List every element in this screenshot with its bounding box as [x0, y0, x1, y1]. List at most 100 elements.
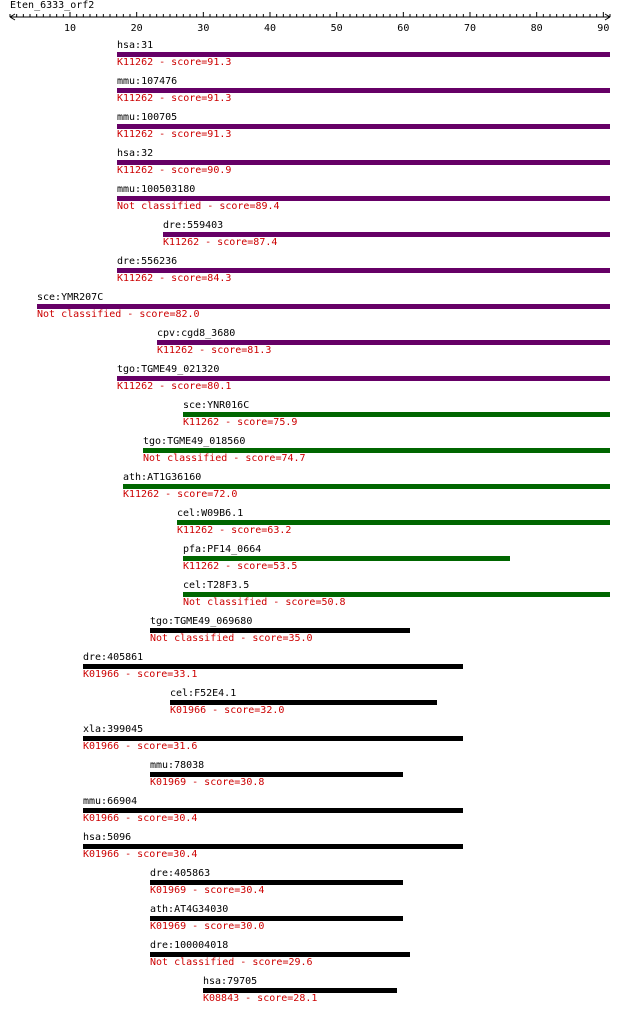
hit-alignment-bar[interactable] [123, 484, 610, 489]
hit-score-label[interactable]: K11262 - score=91.3 [117, 129, 232, 140]
hit-score-label[interactable]: K11262 - score=72.0 [123, 489, 238, 500]
hit-alignment-bar[interactable] [150, 916, 403, 921]
hit-score-label[interactable]: Not classified - score=35.0 [150, 633, 313, 644]
hit-gene-link[interactable]: cel:W09B6.1 [177, 508, 244, 519]
hit-row[interactable]: hsa:5096 K01966 - score=30.4 [0, 832, 620, 868]
hit-alignment-bar[interactable] [203, 988, 397, 993]
hit-score-label[interactable]: K01966 - score=30.4 [83, 813, 198, 824]
hit-score-label[interactable]: K11262 - score=80.1 [117, 381, 232, 392]
hit-gene-link[interactable]: mmu:100503180 [117, 184, 196, 195]
hit-score-label[interactable]: K11262 - score=84.3 [117, 273, 232, 284]
hit-row[interactable]: mmu:66904 K01966 - score=30.4 [0, 796, 620, 832]
hit-gene-link[interactable]: mmu:66904 [83, 796, 138, 807]
hit-alignment-bar[interactable] [117, 52, 610, 57]
hit-alignment-bar[interactable] [117, 268, 610, 273]
hit-gene-link[interactable]: dre:405861 [83, 652, 144, 663]
hit-row[interactable]: dre:405861 K01966 - score=33.1 [0, 652, 620, 688]
hit-alignment-bar[interactable] [117, 88, 610, 93]
hit-score-label[interactable]: K01966 - score=31.6 [83, 741, 198, 752]
hit-gene-link[interactable]: cel:F52E4.1 [170, 688, 237, 699]
hit-gene-link[interactable]: dre:556236 [117, 256, 178, 267]
hit-gene-link[interactable]: mmu:107476 [117, 76, 178, 87]
hit-alignment-bar[interactable] [83, 736, 463, 741]
hit-alignment-bar[interactable] [183, 592, 610, 597]
hit-gene-link[interactable]: pfa:PF14_0664 [183, 544, 262, 555]
hit-row[interactable]: dre:559403 K11262 - score=87.4 [0, 220, 620, 256]
hit-row[interactable]: xla:399045 K01966 - score=31.6 [0, 724, 620, 760]
hit-alignment-bar[interactable] [150, 628, 410, 633]
hit-score-label[interactable]: Not classified - score=89.4 [117, 201, 280, 212]
hit-alignment-bar[interactable] [177, 520, 610, 525]
hit-alignment-bar[interactable] [143, 448, 610, 453]
hit-row[interactable]: mmu:107476 K11262 - score=91.3 [0, 76, 620, 112]
hit-score-label[interactable]: Not classified - score=74.7 [143, 453, 306, 464]
hit-row[interactable]: dre:556236 K11262 - score=84.3 [0, 256, 620, 292]
hit-row[interactable]: tgo:TGME49_069680 Not classified - score=… [0, 616, 620, 652]
hit-row[interactable]: cpv:cgd8_3680 K11262 - score=81.3 [0, 328, 620, 364]
hit-gene-link[interactable]: tgo:TGME49_069680 [150, 616, 253, 627]
hit-alignment-bar[interactable] [150, 952, 410, 957]
hit-row[interactable]: mmu:100705 K11262 - score=91.3 [0, 112, 620, 148]
hit-gene-link[interactable]: ath:AT4G34030 [150, 904, 229, 915]
hit-row[interactable]: cel:T28F3.5 Not classified - score=50.8 [0, 580, 620, 616]
hit-score-label[interactable]: Not classified - score=50.8 [183, 597, 346, 608]
hit-row[interactable]: hsa:32 K11262 - score=90.9 [0, 148, 620, 184]
hit-score-label[interactable]: Not classified - score=82.0 [37, 309, 200, 320]
hit-row[interactable]: ath:AT4G34030 K01969 - score=30.0 [0, 904, 620, 940]
hit-gene-link[interactable]: mmu:100705 [117, 112, 178, 123]
hit-row[interactable]: dre:405863 K01969 - score=30.4 [0, 868, 620, 904]
hit-gene-link[interactable]: ath:AT1G36160 [123, 472, 202, 483]
hit-gene-link[interactable]: tgo:TGME49_021320 [117, 364, 220, 375]
hit-alignment-bar[interactable] [83, 808, 463, 813]
hit-row[interactable]: ath:AT1G36160 K11262 - score=72.0 [0, 472, 620, 508]
hit-row[interactable]: tgo:TGME49_021320 K11262 - score=80.1 [0, 364, 620, 400]
hit-alignment-bar[interactable] [117, 376, 610, 381]
hit-alignment-bar[interactable] [163, 232, 610, 237]
hit-gene-link[interactable]: hsa:32 [117, 148, 154, 159]
hit-alignment-bar[interactable] [157, 340, 610, 345]
hit-score-label[interactable]: K11262 - score=53.5 [183, 561, 298, 572]
hit-score-label[interactable]: K01966 - score=33.1 [83, 669, 198, 680]
hit-alignment-bar[interactable] [183, 556, 510, 561]
hit-row[interactable]: hsa:79705 K08843 - score=28.1 [0, 976, 620, 1012]
hit-gene-link[interactable]: hsa:31 [117, 40, 154, 51]
hit-row[interactable]: mmu:100503180 Not classified - score=89.4 [0, 184, 620, 220]
hit-alignment-bar[interactable] [117, 196, 610, 201]
hit-row[interactable]: pfa:PF14_0664 K11262 - score=53.5 [0, 544, 620, 580]
hit-row[interactable]: dre:100004018 Not classified - score=29.6 [0, 940, 620, 976]
hit-score-label[interactable]: K01969 - score=30.4 [150, 885, 265, 896]
hit-row[interactable]: sce:YNR016C K11262 - score=75.9 [0, 400, 620, 436]
hit-score-label[interactable]: K11262 - score=91.3 [117, 93, 232, 104]
hit-gene-link[interactable]: hsa:5096 [83, 832, 132, 843]
hit-score-label[interactable]: K11262 - score=75.9 [183, 417, 298, 428]
hit-gene-link[interactable]: dre:100004018 [150, 940, 229, 951]
hit-alignment-bar[interactable] [117, 124, 610, 129]
hit-score-label[interactable]: K01969 - score=30.8 [150, 777, 265, 788]
hit-row[interactable]: tgo:TGME49_018560 Not classified - score=… [0, 436, 620, 472]
hit-gene-link[interactable]: xla:399045 [83, 724, 144, 735]
hit-score-label[interactable]: Not classified - score=29.6 [150, 957, 313, 968]
hit-score-label[interactable]: K11262 - score=87.4 [163, 237, 278, 248]
hit-gene-link[interactable]: sce:YMR207C [37, 292, 104, 303]
hit-alignment-bar[interactable] [37, 304, 610, 309]
hit-score-label[interactable]: K11262 - score=81.3 [157, 345, 272, 356]
hit-row[interactable]: cel:W09B6.1 K11262 - score=63.2 [0, 508, 620, 544]
hit-score-label[interactable]: K01969 - score=30.0 [150, 921, 265, 932]
hit-score-label[interactable]: K11262 - score=91.3 [117, 57, 232, 68]
hit-gene-link[interactable]: hsa:79705 [203, 976, 258, 987]
hit-alignment-bar[interactable] [83, 664, 463, 669]
hit-row[interactable]: mmu:78038 K01969 - score=30.8 [0, 760, 620, 796]
hit-gene-link[interactable]: dre:405863 [150, 868, 211, 879]
hit-alignment-bar[interactable] [170, 700, 437, 705]
hit-gene-link[interactable]: cel:T28F3.5 [183, 580, 250, 591]
hit-alignment-bar[interactable] [117, 160, 610, 165]
hit-score-label[interactable]: K01966 - score=32.0 [170, 705, 285, 716]
hit-gene-link[interactable]: mmu:78038 [150, 760, 205, 771]
hit-gene-link[interactable]: sce:YNR016C [183, 400, 250, 411]
hit-row[interactable]: hsa:31 K11262 - score=91.3 [0, 40, 620, 76]
hit-alignment-bar[interactable] [150, 772, 403, 777]
hit-row[interactable]: sce:YMR207C Not classified - score=82.0 [0, 292, 620, 328]
hit-score-label[interactable]: K08843 - score=28.1 [203, 993, 318, 1004]
hit-score-label[interactable]: K11262 - score=63.2 [177, 525, 292, 536]
hit-gene-link[interactable]: cpv:cgd8_3680 [157, 328, 236, 339]
